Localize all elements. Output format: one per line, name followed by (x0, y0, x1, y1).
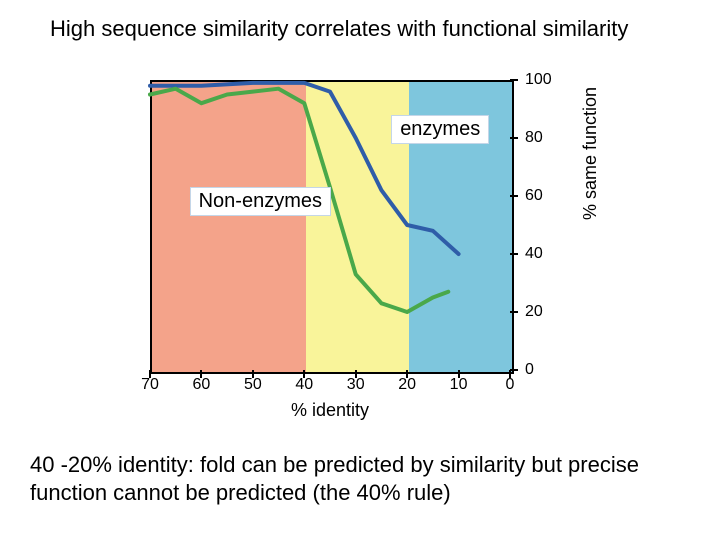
x-tick-label: 50 (244, 376, 262, 394)
chart: % identity % same function 7060504030201… (130, 60, 590, 430)
x-tick-mark (200, 370, 202, 378)
x-tick-mark (509, 370, 511, 378)
x-tick-mark (252, 370, 254, 378)
x-tick-mark (458, 370, 460, 378)
y-tick-label: 20 (525, 303, 543, 321)
y-tick-mark (510, 311, 518, 313)
y-tick-label: 100 (525, 71, 552, 89)
x-tick-label: 10 (450, 376, 468, 394)
x-tick-mark (406, 370, 408, 378)
y-tick-label: 80 (525, 129, 543, 147)
slide-title: High sequence similarity correlates with… (50, 16, 628, 42)
y-axis-label: % same function (580, 87, 601, 220)
series-label-enzymes: enzymes (391, 115, 489, 144)
x-tick-mark (149, 370, 151, 378)
y-tick-mark (510, 195, 518, 197)
y-tick-mark (510, 79, 518, 81)
x-tick-label: 0 (506, 376, 515, 394)
caption: 40 -20% identity: fold can be predicted … (30, 451, 690, 506)
x-tick-label: 20 (398, 376, 416, 394)
y-tick-mark (510, 137, 518, 139)
x-axis-label: % identity (130, 400, 530, 421)
x-tick-label: 70 (141, 376, 159, 394)
slide: High sequence similarity correlates with… (0, 0, 720, 540)
x-tick-label: 60 (193, 376, 211, 394)
x-tick-mark (303, 370, 305, 378)
y-tick-mark (510, 253, 518, 255)
y-tick-label: 0 (525, 361, 534, 379)
y-tick-mark (510, 369, 518, 371)
x-tick-label: 30 (347, 376, 365, 394)
series-label-non-enzymes: Non-enzymes (190, 187, 331, 216)
y-tick-label: 40 (525, 245, 543, 263)
y-tick-label: 60 (525, 187, 543, 205)
x-tick-label: 40 (295, 376, 313, 394)
x-tick-mark (355, 370, 357, 378)
